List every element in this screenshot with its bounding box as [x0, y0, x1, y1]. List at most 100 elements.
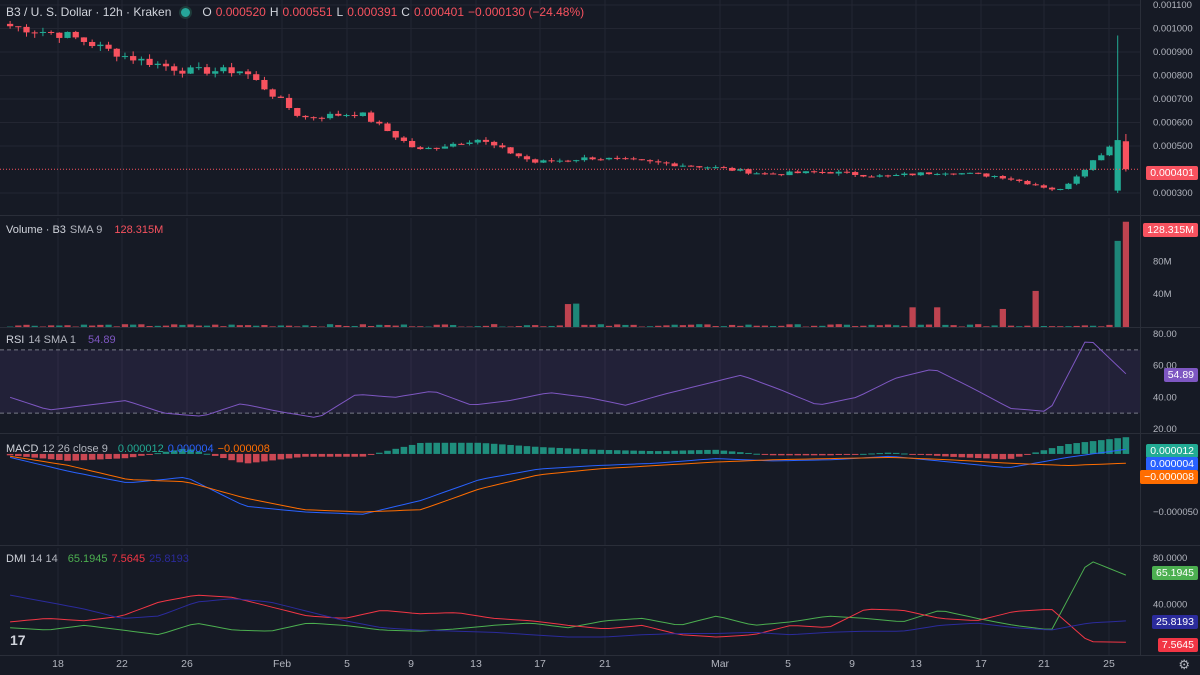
macd-histogram-bar [572, 448, 580, 454]
volume-bar [310, 326, 317, 327]
rsi-params: 14 SMA 1 [28, 334, 77, 346]
volume-bar [630, 324, 637, 327]
volume-bar [671, 324, 678, 327]
volume-bar [868, 324, 875, 327]
macd-histogram-bar [884, 452, 892, 454]
volume-bar [720, 326, 728, 327]
rsi-legend[interactable]: RSI 14 SMA 1 54.89 [6, 334, 116, 346]
dmi-plus-value: 65.1945 [67, 553, 108, 565]
candle-body [458, 143, 465, 145]
candle-body [983, 173, 990, 177]
macd-histogram-bar [515, 445, 523, 454]
macd-histogram-bar [244, 453, 252, 464]
volume-bar [376, 324, 383, 327]
macd-histogram-bar [23, 453, 30, 457]
volume-bar [130, 324, 137, 327]
volume-bar [597, 324, 604, 327]
volume-bar [589, 324, 596, 327]
macd-histogram-bar [458, 442, 465, 454]
candle-body [318, 117, 325, 119]
macd-histogram-bar [1073, 443, 1080, 454]
candle-body [417, 147, 424, 150]
volume-bar [228, 324, 235, 327]
volume-bar [1016, 326, 1023, 327]
volume-bar [491, 324, 498, 327]
candle-body [1007, 178, 1015, 180]
volume-bar [212, 324, 219, 327]
macd-histogram-bar [384, 450, 391, 454]
volume-bar [564, 304, 572, 327]
macd-histogram-bar [441, 442, 449, 454]
macd-histogram-bar [671, 450, 678, 454]
macd-histogram-bar [933, 453, 941, 456]
volume-bar [1024, 325, 1031, 327]
volume-bar [991, 325, 998, 327]
macd-histogram-bar [72, 453, 80, 461]
candle-body [482, 139, 490, 142]
macd-histogram-bar [228, 453, 235, 461]
volume-bar [728, 324, 736, 327]
macd-histogram-bar [507, 444, 514, 454]
symbol-title[interactable]: B3 / U. S. Dollar · 12h · Kraken [6, 5, 172, 19]
candle-body [72, 31, 79, 38]
candle-body [39, 31, 47, 33]
macd-histogram-bar [80, 453, 88, 461]
candle-body [285, 97, 293, 109]
macd-histogram-bar [613, 450, 621, 454]
volume-bar [1048, 326, 1056, 327]
macd-histogram-bar [195, 451, 203, 454]
macd-histogram-bar [901, 453, 908, 455]
volume-bar [367, 325, 375, 327]
volume-bar [1089, 325, 1097, 327]
candle-body [80, 37, 88, 42]
candle-body [408, 140, 416, 148]
candle-body [195, 67, 202, 69]
macd-histogram-bar [302, 453, 309, 457]
candle-body [548, 160, 555, 162]
volume-bar [950, 325, 957, 327]
candle-body [589, 157, 596, 160]
volume-bar [827, 324, 834, 327]
price-axis-label: 0.000800 [1153, 70, 1193, 81]
volume-bar [655, 325, 662, 327]
candle-body [236, 71, 243, 74]
volume-bar [351, 325, 358, 327]
candle-body [6, 23, 14, 27]
volume-bar [187, 324, 194, 327]
gear-icon[interactable]: ⚙ [1178, 657, 1190, 672]
macd-axis-label: −0.000050 [1153, 507, 1198, 518]
candle-body [786, 171, 793, 176]
volume-legend[interactable]: Volume · B3 SMA 9 128.315M [6, 224, 163, 236]
volume-bar [261, 325, 268, 327]
macd-title: MACD [6, 443, 39, 455]
candle-body [852, 172, 859, 175]
macd-histogram-bar [293, 453, 301, 458]
candle-body [991, 176, 998, 178]
volume-bar [121, 324, 129, 327]
tradingview-logo[interactable]: 17 [10, 632, 26, 648]
macd-histogram-bar [1114, 438, 1121, 454]
macd-histogram-bar [835, 453, 843, 456]
volume-bar [302, 325, 309, 327]
candle-body [89, 41, 96, 47]
macd-histogram-bar [236, 453, 244, 463]
candle-body [433, 147, 440, 149]
dmi-legend[interactable]: DMI 14 14 65.1945 7.5645 25.8193 [6, 553, 189, 565]
candle-body [105, 44, 112, 49]
x-axis-label: 13 [910, 658, 922, 670]
macd-histogram-bar [917, 453, 925, 455]
volume-bar [48, 325, 55, 327]
volume-bar [1032, 290, 1039, 327]
high-label: H [269, 5, 279, 19]
macd-histogram-bar [433, 442, 441, 454]
x-axis-label: 13 [470, 658, 482, 670]
candle-body [532, 159, 539, 163]
volume-bar [97, 324, 104, 327]
macd-legend[interactable]: MACD 12 26 close 9 0.000012 0.000004 −0.… [6, 443, 270, 455]
volume-bar [663, 325, 670, 327]
volume-axis-label: 40M [1153, 289, 1172, 300]
macd-histogram-bar [909, 453, 916, 455]
macd-histogram-bar [1007, 453, 1015, 459]
macd-histogram-bar [1040, 450, 1048, 454]
